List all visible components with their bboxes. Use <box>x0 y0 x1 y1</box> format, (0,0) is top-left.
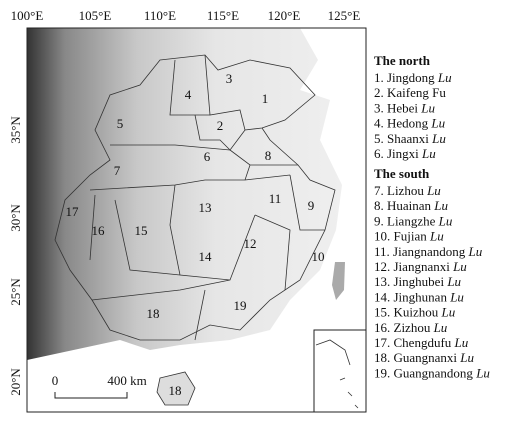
legend-label: 8. Huainan <box>374 198 432 213</box>
legend-label: 13. Jinghubei <box>374 274 444 289</box>
region-label: 2 <box>217 118 224 133</box>
latitude-label: 25°N <box>8 278 23 306</box>
longitude-label: 100°E <box>11 8 44 23</box>
region-label: 5 <box>117 116 124 131</box>
legend-item: 9. Liangzhe Lu <box>374 213 453 228</box>
legend-suffix: Lu <box>467 244 482 259</box>
region-label: 15 <box>135 223 148 238</box>
legend-item: 5. Shaanxi Lu <box>374 131 446 146</box>
legend-label: 5. Shaanxi <box>374 131 429 146</box>
legend-suffix: Lu <box>431 131 446 146</box>
scale-label: 0 <box>52 373 59 388</box>
legend-label: 7. Lizhou <box>374 183 424 198</box>
region-label: 16 <box>92 223 106 238</box>
region-label: 3 <box>226 71 233 86</box>
legend-label: 4. Hedong <box>374 116 429 131</box>
legend-label: 19. Guangnandong <box>374 365 473 380</box>
region-label: 1 <box>262 91 269 106</box>
longitude-label: 115°E <box>207 8 239 23</box>
legend-item: 3. Hebei Lu <box>374 100 436 115</box>
legend-heading: The south <box>374 166 430 181</box>
legend-suffix: Lu <box>421 146 436 161</box>
legend-label: 18. Guangnanxi <box>374 350 457 365</box>
legend-label: 1. Jingdong <box>374 70 435 85</box>
legend-label: 9. Liangzhe <box>374 213 436 228</box>
latitude-label: 20°N <box>8 368 23 396</box>
legend-suffix: Lu <box>437 70 452 85</box>
legend-label: 6. Jingxi <box>374 146 419 161</box>
legend-item: 15. Kuizhou Lu <box>374 305 456 320</box>
legend-suffix: Lu <box>433 198 448 213</box>
region-label: 13 <box>199 200 212 215</box>
region-label: 18 <box>169 383 182 398</box>
legend-label: 10. Fujian <box>374 229 427 244</box>
legend-label: 16. Zizhou <box>374 320 431 335</box>
legend-suffix: Lu <box>459 350 474 365</box>
legend-label: 17. Chengdufu <box>374 335 452 350</box>
legend-suffix: Lu <box>420 100 435 115</box>
legend-label: 2. Kaifeng Fu <box>374 85 446 100</box>
region-label: 9 <box>308 198 315 213</box>
region-label: 7 <box>114 163 121 178</box>
region-label: 6 <box>204 149 211 164</box>
region-label: 14 <box>199 249 213 264</box>
legend-item: 7. Lizhou Lu <box>374 183 441 198</box>
longitude-label: 105°E <box>79 8 112 23</box>
legend-item: 11. Jiangnandong Lu <box>374 244 483 259</box>
legend-label: 15. Kuizhou <box>374 305 439 320</box>
legend-item: 19. Guangnandong Lu <box>374 365 490 380</box>
region-label: 4 <box>185 87 192 102</box>
map-body <box>27 28 366 412</box>
legend-item: 13. Jinghubei Lu <box>374 274 462 289</box>
legend-suffix: Lu <box>430 116 445 131</box>
latitude-labels: 35°N 30°N 25°N 20°N <box>8 116 23 396</box>
region-label: 19 <box>234 298 247 313</box>
legend-item: 18. Guangnanxi Lu <box>374 350 475 365</box>
region-label: 10 <box>312 249 325 264</box>
region-label: 12 <box>244 236 257 251</box>
region-label: 17 <box>66 204 80 219</box>
region-label: 8 <box>265 148 272 163</box>
legend-item: 2. Kaifeng Fu <box>374 85 446 100</box>
legend-suffix: Lu <box>433 320 448 335</box>
legend-item: 12. Jiangnanxi Lu <box>374 259 467 274</box>
legend: The north The south 1. Jingdong Lu2. Kai… <box>374 53 490 380</box>
legend-item: 17. Chengdufu Lu <box>374 335 469 350</box>
legend-label: 3. Hebei <box>374 100 418 115</box>
legend-suffix: Lu <box>438 213 453 228</box>
scale-label: 400 km <box>107 373 146 388</box>
longitude-label: 120°E <box>268 8 301 23</box>
region-label: 18 <box>147 306 160 321</box>
region-label: 11 <box>269 191 282 206</box>
longitude-labels: 100°E 105°E 110°E 115°E 120°E 125°E <box>11 8 361 23</box>
longitude-label: 110°E <box>144 8 176 23</box>
legend-item: 8. Huainan Lu <box>374 198 449 213</box>
legend-item: 1. Jingdong Lu <box>374 70 452 85</box>
legend-suffix: Lu <box>429 229 444 244</box>
region-labels: 1 2 3 4 5 6 7 8 9 10 11 12 13 14 15 16 1… <box>66 71 325 398</box>
legend-suffix: Lu <box>441 305 456 320</box>
latitude-label: 35°N <box>8 116 23 144</box>
legend-label: 11. Jiangnandong <box>374 244 466 259</box>
legend-item: 10. Fujian Lu <box>374 229 444 244</box>
legend-item: 16. Zizhou Lu <box>374 320 448 335</box>
legend-suffix: Lu <box>449 289 464 304</box>
legend-suffix: Lu <box>446 274 461 289</box>
legend-suffix: Lu <box>454 335 469 350</box>
longitude-label: 125°E <box>328 8 361 23</box>
scale-bar: 0 400 km <box>52 373 147 399</box>
legend-label: 12. Jiangnanxi <box>374 259 450 274</box>
legend-suffix: Lu <box>452 259 467 274</box>
legend-suffix: Lu <box>426 183 441 198</box>
legend-item: 14. Jinghunan Lu <box>374 289 464 304</box>
legend-heading: The north <box>374 53 431 68</box>
latitude-label: 30°N <box>8 204 23 232</box>
legend-item: 6. Jingxi Lu <box>374 146 436 161</box>
legend-item: 4. Hedong Lu <box>374 116 446 131</box>
legend-suffix: Lu <box>475 365 490 380</box>
legend-label: 14. Jinghunan <box>374 289 447 304</box>
